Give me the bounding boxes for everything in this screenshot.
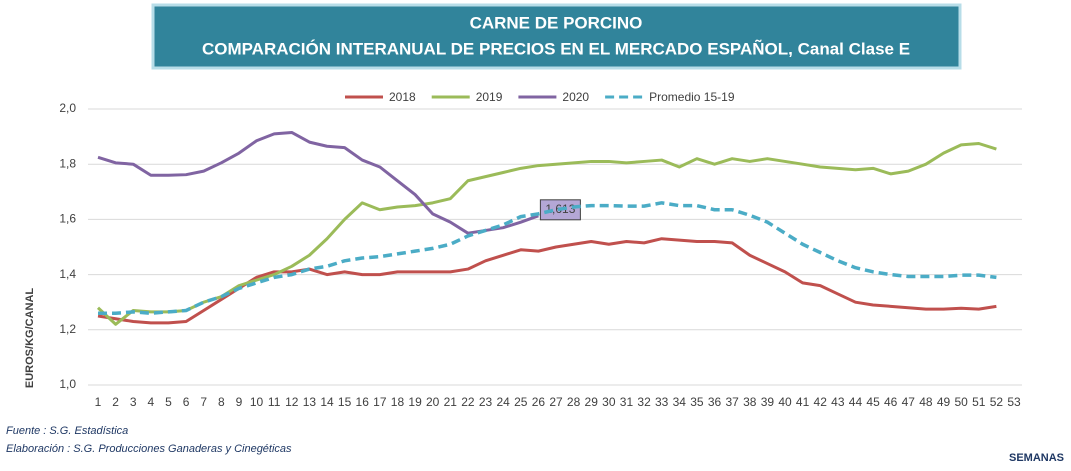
x-tick-label: 25 — [514, 395, 528, 409]
x-tick-label: 4 — [148, 395, 155, 409]
y-tick-label: 1,2 — [59, 322, 76, 336]
x-tick-label: 39 — [761, 395, 775, 409]
x-tick-label: 24 — [496, 395, 510, 409]
x-tick-label: 38 — [743, 395, 757, 409]
x-tick-label: 16 — [356, 395, 370, 409]
x-tick-label: 31 — [620, 395, 634, 409]
x-tick-label: 18 — [391, 395, 405, 409]
x-tick-label: 51 — [972, 395, 986, 409]
x-tick-label: 6 — [183, 395, 190, 409]
x-tick-label: 48 — [919, 395, 933, 409]
y-tick-label: 1,8 — [59, 156, 76, 170]
y-axis-label: EUROS/KG/CANAL — [24, 288, 36, 389]
series-line — [96, 142, 997, 326]
legend-label: 2019 — [476, 90, 503, 104]
legend-label: 2020 — [562, 90, 589, 104]
legend-label: 2018 — [389, 90, 416, 104]
x-tick-label: 28 — [567, 395, 581, 409]
x-tick-label: 11 — [268, 395, 281, 409]
source-note: Fuente : S.G. Estadística — [6, 425, 128, 437]
x-tick-label: 1 — [95, 395, 102, 409]
x-tick-label: 26 — [532, 395, 546, 409]
x-tick-label: 30 — [602, 395, 616, 409]
series-line — [97, 130, 539, 235]
x-tick-label: 23 — [479, 395, 493, 409]
x-tick-label: 52 — [990, 395, 1004, 409]
x-tick-label: 34 — [673, 395, 687, 409]
x-tick-label: 40 — [778, 395, 792, 409]
x-tick-label: 2 — [112, 395, 119, 409]
x-tick-label: 53 — [1007, 395, 1021, 409]
x-tick-label: 22 — [461, 395, 475, 409]
x-tick-label: 8 — [218, 395, 225, 409]
x-tick-label: 46 — [884, 395, 898, 409]
title-box — [151, 3, 962, 70]
source-note: Elaboración : S.G. Producciones Ganadera… — [6, 443, 292, 455]
x-tick-label: 45 — [866, 395, 880, 409]
x-tick-label: 37 — [725, 395, 739, 409]
x-tick-label: 43 — [831, 395, 845, 409]
x-tick-label: 15 — [338, 395, 352, 409]
x-tick-label: 36 — [708, 395, 722, 409]
y-tick-label: 2,0 — [59, 101, 76, 115]
y-tick-label: 1,4 — [59, 267, 76, 281]
legend-label: Promedio 15-19 — [649, 90, 735, 104]
x-tick-label: 49 — [937, 395, 951, 409]
chart-subtitle: COMPARACIÓN INTERANUAL DE PRECIOS EN EL … — [202, 38, 910, 58]
x-tick-label: 44 — [849, 395, 863, 409]
x-tick-label: 29 — [585, 395, 599, 409]
y-tick-label: 1,0 — [59, 377, 76, 391]
x-tick-label: 5 — [165, 395, 172, 409]
series-line — [98, 201, 997, 315]
x-tick-label: 47 — [902, 395, 916, 409]
chart-title: CARNE DE PORCINO — [470, 13, 643, 32]
x-tick-label: 20 — [426, 395, 440, 409]
x-tick-label: 7 — [200, 395, 207, 409]
x-tick-label: 9 — [236, 395, 243, 409]
x-tick-label: 50 — [954, 395, 968, 409]
x-axis-label: SEMANAS — [1009, 452, 1064, 464]
series-line — [97, 237, 997, 325]
x-tick-label: 14 — [320, 395, 334, 409]
x-tick-label: 42 — [814, 395, 828, 409]
x-tick-label: 27 — [549, 395, 563, 409]
y-tick-label: 1,6 — [59, 212, 76, 226]
x-tick-label: 12 — [285, 395, 299, 409]
x-tick-label: 41 — [796, 395, 810, 409]
x-tick-label: 33 — [655, 395, 669, 409]
x-tick-label: 3 — [130, 395, 137, 409]
x-tick-label: 21 — [444, 395, 458, 409]
x-tick-label: 13 — [303, 395, 317, 409]
x-tick-label: 19 — [408, 395, 422, 409]
x-tick-label: 17 — [373, 395, 387, 409]
x-tick-label: 35 — [690, 395, 704, 409]
x-tick-label: 10 — [250, 395, 264, 409]
x-tick-label: 32 — [637, 395, 651, 409]
